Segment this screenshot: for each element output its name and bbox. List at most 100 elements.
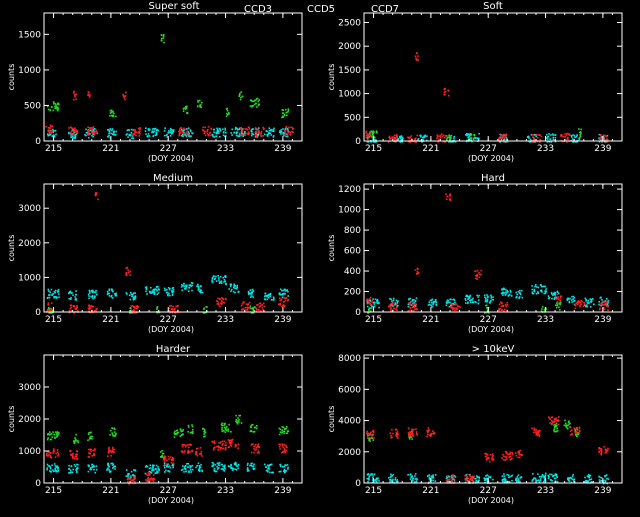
data-point	[72, 92, 75, 94]
data-point	[376, 300, 379, 303]
data-point	[282, 451, 284, 453]
data-point	[251, 289, 254, 291]
data-point	[256, 106, 258, 108]
data-point	[281, 109, 284, 111]
data-point	[91, 135, 93, 137]
data-point	[47, 455, 49, 457]
data-point	[605, 474, 608, 476]
data-point	[251, 465, 254, 467]
data-point	[242, 127, 245, 130]
data-point	[114, 433, 117, 436]
data-point	[198, 99, 201, 102]
data-point	[399, 137, 401, 139]
data-point	[201, 470, 203, 473]
y-tick-label: 0	[35, 479, 41, 489]
data-point	[454, 301, 456, 304]
data-point	[567, 477, 569, 479]
y-tick-label: 3000	[18, 383, 41, 393]
data-point	[128, 483, 130, 485]
data-point	[265, 466, 268, 468]
data-point	[172, 458, 175, 460]
data-point	[282, 301, 285, 303]
data-point	[88, 295, 90, 297]
data-point	[508, 476, 511, 478]
data-point	[227, 439, 230, 441]
data-point	[213, 463, 215, 465]
data-point	[163, 41, 165, 44]
data-point	[95, 129, 98, 132]
data-point	[181, 284, 183, 286]
data-point	[111, 297, 114, 299]
data-point	[604, 300, 607, 302]
data-point	[393, 305, 395, 307]
data-point	[111, 111, 113, 114]
data-point	[169, 466, 172, 469]
data-point	[549, 473, 551, 476]
data-point	[555, 420, 558, 422]
data-point	[110, 294, 113, 297]
data-point	[90, 305, 93, 307]
data-point	[87, 456, 90, 458]
data-point	[283, 465, 286, 468]
data-point	[504, 459, 507, 461]
data-point	[429, 299, 432, 302]
data-point	[110, 296, 113, 298]
data-point	[579, 134, 581, 136]
data-point	[134, 130, 136, 133]
data-point	[254, 449, 257, 451]
data-point	[190, 130, 192, 132]
data-point	[131, 479, 133, 481]
data-point	[47, 134, 49, 137]
data-point	[491, 298, 494, 301]
data-point	[373, 437, 375, 439]
data-point	[222, 134, 225, 137]
data-point	[559, 303, 561, 306]
data-point	[48, 294, 50, 296]
data-point	[191, 284, 194, 287]
data-point	[464, 298, 467, 300]
data-point	[555, 418, 557, 421]
data-point	[290, 130, 293, 133]
data-point	[181, 129, 183, 132]
data-point	[215, 470, 217, 473]
data-point	[428, 434, 431, 436]
data-point	[485, 459, 488, 461]
data-point	[601, 299, 603, 301]
data-point	[94, 449, 96, 452]
data-point	[108, 132, 111, 134]
data-point	[68, 311, 71, 314]
y-tick-label: 500	[24, 101, 41, 111]
data-point	[369, 474, 372, 477]
data-point	[51, 294, 53, 296]
data-point	[230, 132, 232, 134]
data-point	[402, 138, 404, 140]
data-point	[284, 133, 287, 135]
data-point	[70, 298, 72, 300]
data-point	[252, 290, 255, 292]
data-point	[516, 476, 519, 478]
data-point	[187, 424, 190, 427]
series-ccd5	[46, 414, 290, 460]
data-point	[73, 98, 75, 101]
data-point	[453, 309, 456, 311]
data-point	[46, 454, 48, 456]
data-point	[410, 304, 413, 306]
x-tick-label: 233	[537, 315, 554, 325]
data-point	[509, 458, 512, 461]
data-point	[188, 446, 190, 449]
data-point	[535, 479, 537, 481]
data-point	[454, 141, 457, 143]
data-point	[545, 291, 547, 293]
data-point	[573, 480, 575, 482]
data-point	[572, 295, 575, 298]
data-point	[220, 303, 223, 306]
data-point	[125, 469, 128, 471]
data-point	[538, 476, 541, 478]
data-point	[55, 133, 57, 136]
data-point	[603, 301, 605, 304]
data-point	[443, 141, 445, 143]
data-point	[71, 471, 74, 474]
data-point	[282, 133, 284, 135]
x-axis-label: (DOY 2004)	[468, 325, 514, 334]
data-point	[601, 303, 603, 306]
